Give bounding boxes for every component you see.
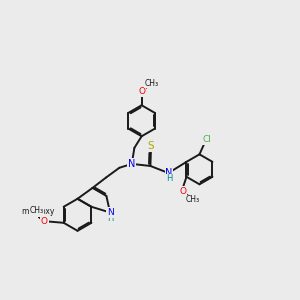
Text: CH₃: CH₃ [30,206,44,214]
Text: S: S [148,141,154,151]
Text: O: O [180,187,187,196]
Text: H: H [166,174,172,183]
Text: methoxy: methoxy [21,207,55,216]
Text: N: N [106,208,113,217]
Text: Cl: Cl [202,135,211,144]
Text: N: N [165,168,173,178]
Text: O: O [138,87,145,96]
Text: N: N [128,159,136,169]
Text: O: O [41,217,48,226]
Text: CH₃: CH₃ [186,195,200,204]
Text: CH₃: CH₃ [144,79,158,88]
Text: H: H [107,214,113,223]
